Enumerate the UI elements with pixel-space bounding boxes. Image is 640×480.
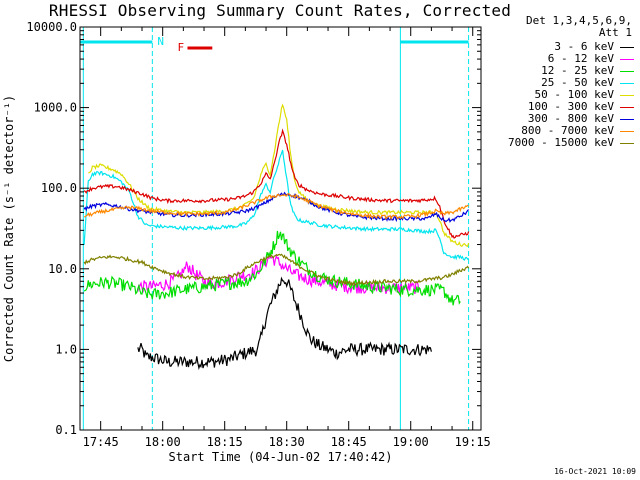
- legend-entry-label: 25 - 50 keV: [541, 76, 614, 89]
- y-tick-label: 0.1: [55, 423, 77, 437]
- legend-entry-label: 800 - 7000 keV: [521, 124, 614, 137]
- series-line-7000to15000keV: [83, 253, 470, 287]
- legend-entry: 3 - 6 keV: [554, 41, 634, 53]
- series-lines: [83, 103, 470, 371]
- legend-entry: 6 - 12 keV: [548, 53, 634, 65]
- legend-entry-label: 3 - 6 keV: [554, 40, 614, 53]
- y-tick-label: 1000.0: [34, 101, 77, 115]
- legend-entry: 100 - 300 keV: [528, 101, 634, 113]
- legend-entry-label: 7000 - 15000 keV: [508, 136, 614, 149]
- flag-N-label: N: [157, 35, 164, 48]
- flag-F-label: F: [177, 41, 184, 54]
- x-tick-label: 18:30: [269, 435, 305, 449]
- y-axis-label: Corrected Count Rate (s⁻¹ detector⁻¹): [2, 95, 16, 362]
- legend-swatch: [620, 106, 634, 108]
- legend-swatch: [620, 130, 634, 132]
- legend-swatch: [620, 70, 634, 72]
- legend-entry: 7000 - 15000 keV: [508, 137, 634, 149]
- legend-header-line-2: Att 1: [598, 26, 632, 39]
- legend-swatch: [620, 58, 634, 60]
- x-tick-label: 18:45: [331, 435, 367, 449]
- legend-entry-label: 50 - 100 keV: [534, 88, 614, 101]
- series-line-50to100keV: [88, 103, 470, 248]
- legend-entry: 800 - 7000 keV: [521, 125, 634, 137]
- legend-header-line-1: Det 1,3,4,5,6,9,: [526, 14, 632, 27]
- legend-entry-label: 6 - 12 keV: [547, 52, 614, 65]
- legend-entry-label: 300 - 800 keV: [527, 112, 614, 125]
- legend-entry: 25 - 50 keV: [541, 77, 634, 89]
- legend-entry: 12 - 25 keV: [541, 65, 634, 77]
- y-tick-label: 100.0: [41, 181, 77, 195]
- legend-swatch: [620, 142, 634, 144]
- legend-entry: 300 - 800 keV: [528, 113, 634, 125]
- series-line-6to12keV: [137, 254, 420, 295]
- axes: 0.1 1.0 10.0 100.0 1000.0 10000.0 Corrected Co…: [2, 20, 491, 464]
- chart-title: RHESSI Observing Summary Count Rates, Co…: [48, 1, 512, 20]
- legend-swatch: [620, 94, 634, 96]
- vertical-markers: [82, 27, 470, 430]
- legend-swatch: [620, 118, 634, 120]
- y-tick-label: 1.0: [55, 342, 77, 356]
- plot-frame: [79, 26, 482, 431]
- x-tick-label: 17:45: [83, 435, 119, 449]
- timestamp: 16-Oct-2021 10:09: [554, 467, 636, 476]
- x-axis-label: Start Time (04-Jun-02 17:40:42): [169, 450, 393, 464]
- series-line-800to7000keV: [84, 193, 469, 221]
- legend-swatch: [620, 46, 634, 48]
- x-tick-label: 18:00: [145, 435, 181, 449]
- legend-swatch: [620, 82, 634, 84]
- y-tick-label: 10000.0: [26, 20, 77, 34]
- y-tick-label: 10.0: [48, 262, 77, 276]
- series-line-3to6keV: [137, 276, 432, 371]
- series-line-100to300keV: [83, 128, 470, 239]
- legend-entry: 50 - 100 keV: [535, 89, 634, 101]
- legend-entry-label: 12 - 25 keV: [541, 64, 614, 77]
- legend-entry-label: 100 - 300 keV: [527, 100, 614, 113]
- series-line-25to50keV: [83, 149, 470, 261]
- x-tick-label: 18:15: [207, 435, 243, 449]
- x-tick-label: 19:15: [455, 435, 491, 449]
- x-tick-label: 19:00: [393, 435, 429, 449]
- series-line-12to25keV: [83, 230, 461, 306]
